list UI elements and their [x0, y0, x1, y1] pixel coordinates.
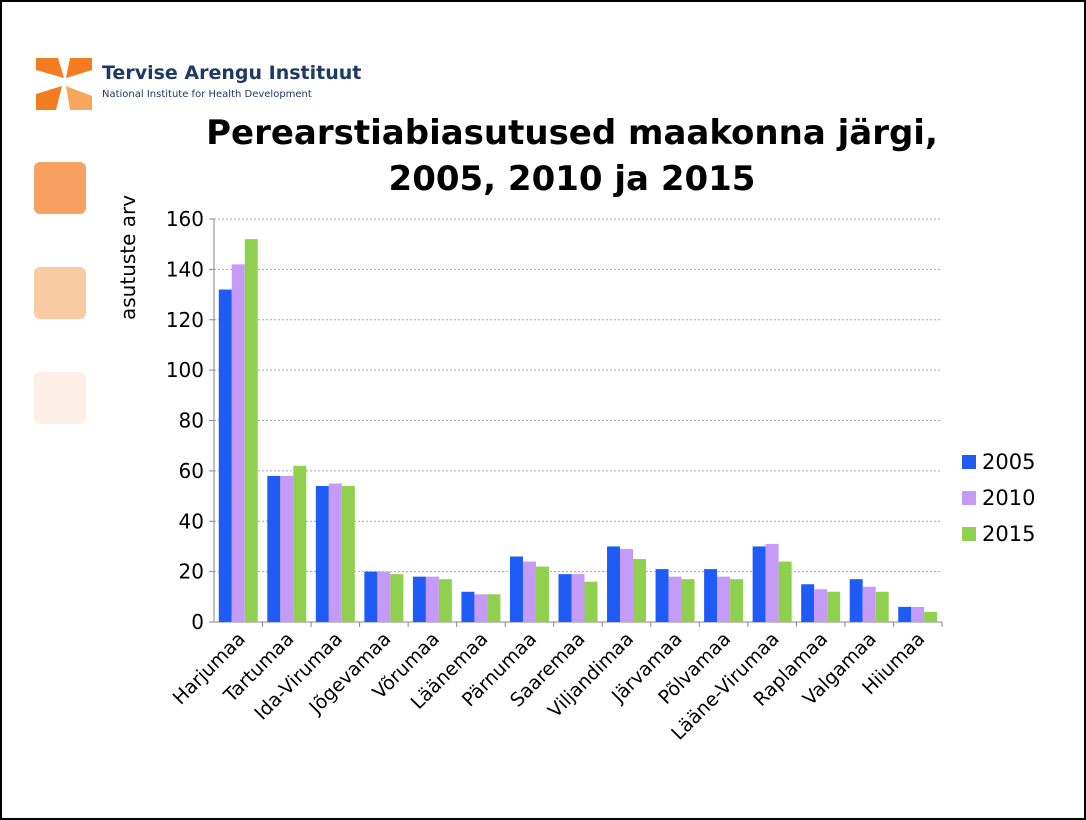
bar-2015 — [584, 581, 598, 622]
bar-2015 — [293, 465, 307, 622]
bar-2005 — [898, 606, 912, 622]
bar-2015 — [535, 566, 549, 622]
bar-2005 — [218, 289, 232, 622]
bar-2010 — [231, 264, 245, 622]
decor-swatch-dark — [34, 162, 86, 214]
bar-2015 — [875, 591, 889, 622]
y-tick-label: 0 — [191, 610, 204, 634]
bar-2015 — [390, 574, 404, 622]
bar-2015 — [778, 561, 792, 622]
y-tick-label: 160 — [166, 207, 204, 231]
bar-2010 — [377, 571, 391, 622]
bar-2010 — [668, 576, 682, 622]
legend-swatch-2010 — [962, 491, 976, 505]
y-tick-label: 60 — [179, 459, 204, 483]
bar-2015 — [827, 591, 841, 622]
bar-2010 — [862, 586, 876, 622]
bar-2005 — [655, 569, 669, 622]
y-tick-label: 40 — [179, 509, 204, 533]
legend-item-2015: 2015 — [962, 516, 1035, 552]
bar-2010 — [717, 576, 731, 622]
legend-label-2005: 2005 — [982, 450, 1036, 474]
y-tick-label: 120 — [166, 308, 204, 332]
bar-2015 — [681, 579, 695, 622]
bar-2015 — [341, 485, 355, 622]
legend-item-2005: 2005 — [962, 444, 1035, 480]
bar-2005 — [267, 475, 281, 622]
org-subtitle: National Institute for Health Developmen… — [102, 89, 312, 100]
institute-logo-icon — [36, 58, 92, 110]
bar-2010 — [765, 543, 779, 622]
bar-2010 — [620, 548, 634, 622]
bar-2010 — [814, 589, 828, 622]
bar-2010 — [474, 594, 488, 622]
bar-2005 — [364, 571, 378, 622]
bar-2015 — [244, 239, 258, 622]
legend-item-2010: 2010 — [962, 480, 1035, 516]
bar-2005 — [607, 546, 621, 622]
chart-title: Perearstiabiasutused maakonna järgi, 200… — [202, 110, 942, 202]
bar-2005 — [315, 485, 329, 622]
bar-2015 — [730, 579, 744, 622]
decor-swatch-light — [34, 372, 86, 424]
legend-label-2015: 2015 — [982, 522, 1036, 546]
decor-swatch-medium — [34, 267, 86, 319]
bar-2015 — [924, 611, 938, 622]
chart-title-line-2: 2005, 2010 ja 2015 — [388, 159, 756, 199]
bar-2010 — [328, 483, 342, 622]
bar-2005 — [752, 546, 766, 622]
bar-2015 — [633, 559, 647, 622]
bar-2010 — [522, 561, 536, 622]
bar-2005 — [412, 576, 426, 622]
bar-2005 — [849, 579, 863, 622]
legend-label-2010: 2010 — [982, 486, 1036, 510]
bar-2015 — [438, 579, 452, 622]
bar-2005 — [801, 584, 815, 622]
bar-2010 — [280, 475, 294, 622]
legend: 2005 2010 2015 — [962, 444, 1035, 552]
bar-2005 — [461, 591, 475, 622]
bar-2010 — [425, 576, 439, 622]
y-tick-label: 80 — [179, 409, 204, 433]
bar-2010 — [911, 606, 925, 622]
chart-title-line-1: Perearstiabiasutused maakonna järgi, — [206, 113, 938, 153]
bar-2005 — [509, 556, 523, 622]
bar-2010 — [571, 574, 585, 622]
y-tick-label: 140 — [166, 257, 204, 281]
org-name: Tervise Arengu Instituut — [102, 62, 362, 84]
bar-2005 — [558, 574, 572, 622]
legend-swatch-2005 — [962, 455, 976, 469]
bar-2005 — [704, 569, 718, 622]
legend-swatch-2015 — [962, 527, 976, 541]
y-tick-label: 20 — [179, 560, 204, 584]
bar-2015 — [487, 594, 501, 622]
y-tick-label: 100 — [166, 358, 204, 382]
